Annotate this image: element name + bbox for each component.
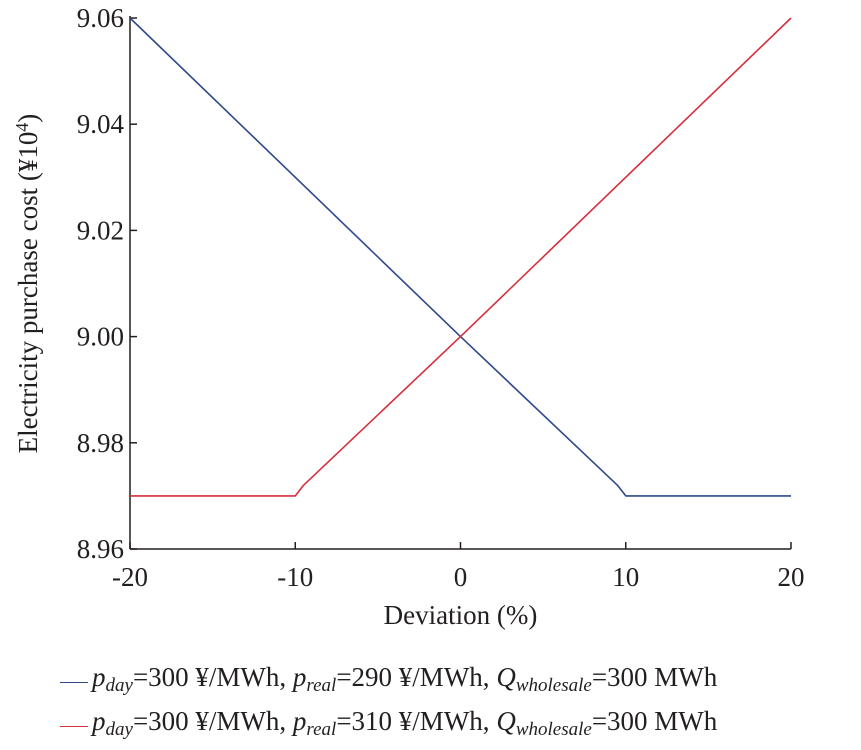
line-chart: 8.96 8.98 9.00 9.02 9.04 9.06 -20 -10 0 10 20 Devia… xyxy=(12,3,805,630)
y-tick-label: 9.06 xyxy=(77,3,124,33)
legend-item-1: pday=300 ¥/MWh, preal=290 ¥/MWh, Qwholes… xyxy=(0,658,861,702)
legend-subscript: wholesale xyxy=(515,675,592,696)
legend-label-2: pday=300 ¥/MWh, preal=310 ¥/MWh, Qwholes… xyxy=(92,706,718,740)
y-tick-label: 9.00 xyxy=(77,322,124,352)
legend-swatch-2 xyxy=(60,726,88,727)
legend-swatch-1 xyxy=(60,682,88,683)
y-tick-label: 8.96 xyxy=(77,534,124,564)
y-tick-label: 8.98 xyxy=(77,428,124,458)
legend-symbol: p xyxy=(292,662,307,692)
legend-value: =300 MWh xyxy=(591,662,718,692)
legend-symbol: p xyxy=(292,706,307,736)
x-tick-label: 0 xyxy=(454,562,468,592)
legend-subscript: day xyxy=(105,719,133,740)
x-tick-label: 20 xyxy=(778,562,805,592)
legend-subscript: real xyxy=(306,675,337,696)
legend-subscript: day xyxy=(105,675,133,696)
legend-subscript: wholesale xyxy=(515,719,592,740)
legend-symbol: p xyxy=(92,706,106,736)
legend-value: =290 ¥/MWh, xyxy=(336,662,497,692)
y-axis-title: Electricity purchase cost (¥104) xyxy=(12,114,43,454)
y-tick-label: 9.04 xyxy=(77,109,125,139)
x-tick-label: 10 xyxy=(612,562,639,592)
series-line-2 xyxy=(130,17,792,497)
legend-value: =300 MWh xyxy=(591,706,718,736)
y-tick-label: 9.02 xyxy=(77,215,124,245)
legend-value: =300 ¥/MWh, xyxy=(132,706,293,736)
series-line-1 xyxy=(129,17,791,497)
legend-value: =300 ¥/MWh, xyxy=(132,662,293,692)
legend-subscript: real xyxy=(306,719,337,740)
x-tick-label: -20 xyxy=(112,562,148,592)
legend-symbol: Q xyxy=(496,662,516,692)
x-axis-title: Deviation (%) xyxy=(384,600,538,630)
legend-symbol: Q xyxy=(496,706,516,736)
x-tick-label: -10 xyxy=(277,562,313,592)
legend-item-2: pday=300 ¥/MWh, preal=310 ¥/MWh, Qwholes… xyxy=(0,702,861,746)
legend-symbol: p xyxy=(92,662,106,692)
legend-label-1: pday=300 ¥/MWh, preal=290 ¥/MWh, Qwholes… xyxy=(92,662,718,696)
legend-value: =310 ¥/MWh, xyxy=(336,706,497,736)
